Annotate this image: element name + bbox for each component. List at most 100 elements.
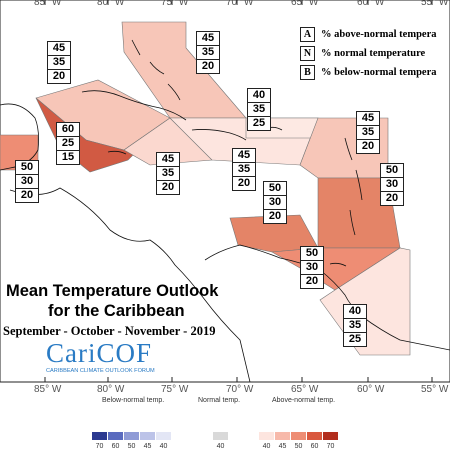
below-prob: 20	[237, 177, 251, 189]
forecast-box-guianas: 40 35 25	[343, 304, 367, 347]
above-prob: 45	[197, 32, 219, 46]
map-title-line2: for the Caribbean	[48, 302, 185, 320]
lon-label: 75° W	[161, 0, 189, 8]
above-prob: 50	[301, 247, 323, 261]
above-prob: 45	[48, 42, 70, 56]
below-prob: 20	[20, 189, 34, 201]
legend-value-below: 50	[127, 443, 136, 450]
lon-label: 80° W	[97, 0, 125, 8]
forecast-box-bahamas: 45 35 20	[196, 31, 220, 74]
above-prob: 50	[381, 164, 403, 178]
above-prob: 45	[157, 153, 179, 167]
forecast-box-hispaniola: 45 35 20	[232, 148, 256, 191]
lon-label: 65° W	[291, 0, 319, 8]
logo-subtitle: CARIBBEAN CLIMATE OUTLOOK FORUM	[46, 368, 155, 374]
below-prob: 20	[361, 140, 375, 152]
forecast-box-cayman: 60 25 15	[56, 122, 80, 165]
lon-label: 55° W	[421, 384, 449, 395]
forecast-box-northwest: 45 35 20	[47, 41, 71, 84]
forecast-box-eastern: 50 30 20	[380, 163, 404, 206]
forecast-box-southern: 50 30 20	[300, 246, 324, 289]
legend-value-above: 40	[262, 443, 271, 450]
above-prob: 40	[248, 89, 270, 103]
below-prob: 20	[52, 70, 66, 82]
key-letter: B	[300, 65, 315, 80]
below-prob: 20	[385, 192, 399, 204]
normal-prob: 30	[381, 178, 403, 192]
above-prob: 45	[357, 112, 379, 126]
forecast-box-turks: 40 35 25	[247, 88, 271, 131]
key-row-normal: N % normal temperature	[300, 44, 450, 63]
legend-swatch-below	[156, 432, 171, 440]
above-prob: 60	[57, 123, 79, 137]
legend-above-title: Above-normal temp.	[272, 397, 336, 404]
legend-value-above: 45	[278, 443, 287, 450]
legend-swatch-below	[108, 432, 123, 440]
forecast-box-leeward: 45 35 20	[356, 111, 380, 154]
normal-prob: 30	[16, 175, 38, 189]
lon-ticks-top	[44, 0, 433, 5]
legend-swatch-above	[323, 432, 338, 440]
above-prob: 45	[233, 149, 255, 163]
key-letter: A	[300, 27, 315, 42]
lon-label: 85° W	[34, 384, 62, 395]
below-prob: 20	[161, 181, 175, 193]
normal-prob: 25	[57, 137, 79, 151]
legend-swatch-above	[291, 432, 306, 440]
lon-label: 70° W	[226, 0, 254, 8]
below-prob: 25	[252, 117, 266, 129]
key-row-above: A % above-normal tempera	[300, 25, 450, 44]
normal-prob: 35	[344, 319, 366, 333]
legend-swatch-above	[259, 432, 274, 440]
normal-prob: 35	[197, 46, 219, 60]
below-prob: 25	[348, 333, 362, 345]
legend-value-below: 60	[111, 443, 120, 450]
lon-label: 85° W	[34, 0, 62, 8]
normal-prob: 35	[357, 126, 379, 140]
normal-prob: 35	[157, 167, 179, 181]
legend-swatch-above	[307, 432, 322, 440]
key-letter: N	[300, 46, 315, 61]
key-row-below: B % below-normal tempera	[300, 63, 450, 82]
caricof-logo: CariCOF CARIBBEAN CLIMATE OUTLOOK FORUM	[42, 338, 192, 376]
lon-label: 80° W	[97, 384, 125, 395]
normal-prob: 30	[264, 196, 286, 210]
legend-value-above: 50	[294, 443, 303, 450]
legend-value-below: 70	[95, 443, 104, 450]
below-prob: 15	[61, 151, 75, 163]
above-prob: 50	[264, 182, 286, 196]
normal-prob: 35	[233, 163, 255, 177]
above-prob: 50	[16, 161, 38, 175]
lon-label: 60° W	[357, 384, 385, 395]
legend-swatch-below	[124, 432, 139, 440]
above-prob: 40	[344, 305, 366, 319]
legend-swatch-below	[92, 432, 107, 440]
lon-label: 65° W	[291, 384, 319, 395]
below-prob: 20	[305, 275, 319, 287]
forecast-period: September - October - November - 2019	[3, 324, 216, 338]
lon-label: 75° W	[161, 384, 189, 395]
legend-value-above: 70	[326, 443, 335, 450]
map-title: Mean Temperature Outlook	[6, 282, 219, 300]
legend-swatch-below	[140, 432, 155, 440]
forecast-box-belize: 50 30 20	[15, 160, 39, 203]
legend-value-normal: 40	[216, 443, 225, 450]
normal-prob: 35	[248, 103, 270, 117]
legend-swatch-normal	[213, 432, 228, 440]
below-prob: 20	[201, 60, 215, 72]
forecast-box-central: 50 30 20	[263, 181, 287, 224]
legend-value-below: 40	[159, 443, 168, 450]
legend-swatch-above	[275, 432, 290, 440]
lon-ticks-bottom	[44, 377, 433, 382]
lon-label: 60° W	[357, 0, 385, 8]
logo-wordmark: CariCOF	[46, 338, 153, 368]
lon-label: 70° W	[226, 384, 254, 395]
normal-prob: 30	[301, 261, 323, 275]
probability-key: A % above-normal tempera N % normal temp…	[300, 25, 450, 82]
forecast-box-jamaica: 45 35 20	[156, 152, 180, 195]
zone-guianas	[319, 247, 411, 356]
key-text: % below-normal tempera	[321, 67, 437, 78]
legend-value-below: 45	[143, 443, 152, 450]
